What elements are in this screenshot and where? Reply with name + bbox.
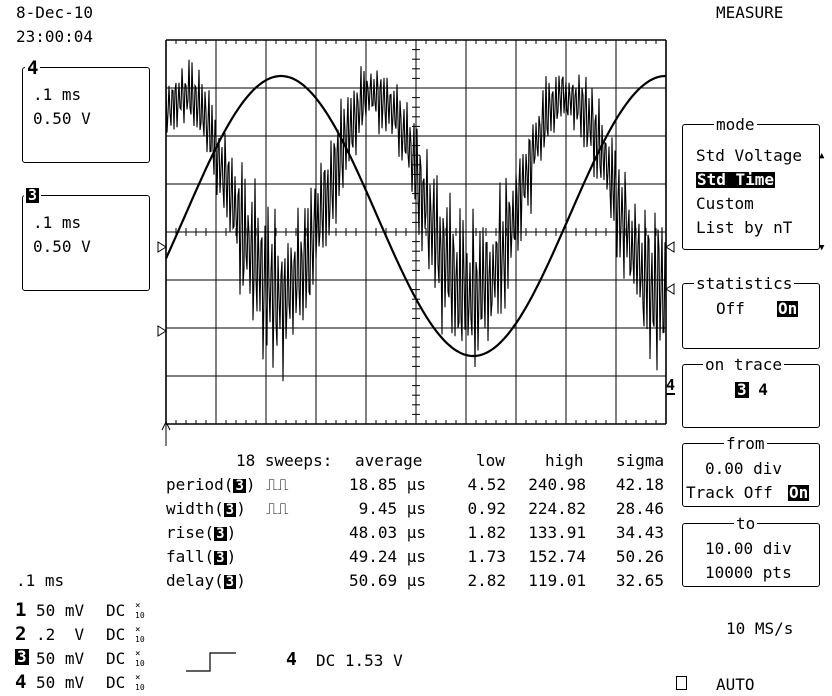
trace-3-volts: 0.50 V bbox=[33, 237, 91, 256]
pulse-train-icon: ⎍⎍ bbox=[266, 499, 289, 518]
mode-title: mode bbox=[714, 115, 757, 134]
timebase-label: .1 ms bbox=[16, 571, 65, 590]
scroll-down-icon[interactable]: ▼ bbox=[819, 243, 825, 253]
to-box[interactable]: 10.00 div 10000 pts bbox=[682, 523, 820, 587]
channel-3-scale: 50 mV bbox=[36, 649, 85, 668]
statistics-off[interactable]: Off bbox=[716, 299, 745, 318]
measurement-low: 4.52 bbox=[467, 475, 506, 494]
measurement-high: 152.74 bbox=[528, 547, 586, 566]
low-header: low bbox=[476, 451, 505, 470]
statistics-on[interactable]: On bbox=[777, 299, 799, 318]
measurement-name: period(3) bbox=[166, 475, 256, 494]
trace-4-waveform bbox=[164, 74, 667, 358]
trace-3-box[interactable]: .1 ms 0.50 V bbox=[22, 195, 150, 291]
to-points: 10000 pts bbox=[705, 563, 792, 582]
channel-1-scale: 50 mV bbox=[36, 601, 85, 620]
trace-4-box[interactable]: .1 ms 0.50 V bbox=[22, 67, 150, 163]
menu-title: MEASURE bbox=[716, 3, 784, 22]
measurement-high: 224.82 bbox=[528, 499, 586, 518]
measurement-name: width(3) bbox=[166, 499, 246, 518]
from-title: from bbox=[724, 434, 767, 453]
channel-1-coupling: DC bbox=[106, 601, 126, 620]
channel-4-scale: 50 mV bbox=[36, 673, 85, 692]
scroll-up-icon[interactable]: ▲ bbox=[819, 151, 825, 161]
trace-4-number: 4 bbox=[25, 57, 41, 79]
measurement-sigma: 42.18 bbox=[615, 475, 664, 494]
time-label: 23:00:04 bbox=[16, 27, 94, 46]
measurement-low: 1.82 bbox=[467, 523, 506, 542]
trigger-level-marker bbox=[161, 420, 171, 446]
graticule bbox=[165, 39, 667, 425]
channel-1-number: 1 bbox=[15, 599, 27, 621]
measurement-average: 48.03 μs bbox=[348, 523, 426, 542]
statistics-box[interactable]: Off On bbox=[682, 283, 820, 349]
trace-4-timebase: .1 ms bbox=[33, 85, 82, 104]
mode-option-list-by-nt[interactable]: List by nT bbox=[696, 218, 793, 237]
measurement-low: 2.82 bbox=[467, 571, 506, 590]
trace-3-waveform bbox=[165, 59, 667, 382]
channel-3-coupling: DC bbox=[106, 649, 126, 668]
sweeps-header: 18 sweeps: bbox=[236, 451, 333, 470]
high-header: high bbox=[545, 451, 584, 470]
trace-3-timebase: .1 ms bbox=[33, 213, 82, 232]
channel-4-probe-icon: × 10 bbox=[135, 673, 145, 692]
measurement-average: 18.85 μs bbox=[348, 475, 426, 494]
trigger-mode[interactable]: AUTO bbox=[716, 675, 755, 694]
measurement-name: delay(3) bbox=[166, 571, 246, 590]
trigger-status-indicator bbox=[676, 676, 687, 690]
rising-edge-icon bbox=[186, 652, 236, 672]
channel-2-probe-icon: × 10 bbox=[135, 625, 145, 644]
measurement-low: 0.92 bbox=[467, 499, 506, 518]
trigger-channel: 4 bbox=[286, 649, 297, 670]
sample-rate: 10 MS/s bbox=[726, 619, 794, 638]
to-value: 10.00 div bbox=[705, 539, 792, 558]
channel-2-scale: .2 V bbox=[36, 625, 85, 644]
channel-2-coupling: DC bbox=[106, 625, 126, 644]
trace-4-volts: 0.50 V bbox=[33, 109, 91, 128]
measurement-high: 240.98 bbox=[528, 475, 586, 494]
measurement-sigma: 50.26 bbox=[615, 547, 664, 566]
mode-box[interactable]: Std Voltage Std Time Custom List by nT bbox=[682, 124, 820, 250]
measurement-low: 1.73 bbox=[467, 547, 506, 566]
on-trace-title: on trace bbox=[703, 355, 785, 374]
measurement-high: 119.01 bbox=[528, 571, 586, 590]
average-header: average bbox=[355, 451, 423, 470]
mode-option-std-voltage[interactable]: Std Voltage bbox=[696, 146, 802, 165]
ground-marker-right bbox=[665, 241, 675, 295]
measurement-sigma: 28.46 bbox=[615, 499, 664, 518]
mode-option-custom[interactable]: Custom bbox=[696, 194, 754, 213]
right-trace-4-marker: 4 bbox=[666, 376, 676, 395]
date-label: 8-Dec-10 bbox=[16, 3, 94, 22]
from-value: 0.00 div bbox=[705, 459, 783, 478]
measurement-average: 50.69 μs bbox=[348, 571, 426, 590]
statistics-title: statistics bbox=[694, 274, 795, 293]
ground-marker-left bbox=[157, 241, 167, 337]
channel-2-number: 2 bbox=[15, 623, 27, 645]
measurement-average: 9.45 μs bbox=[358, 499, 426, 518]
measurement-sigma: 34.43 bbox=[615, 523, 664, 542]
channel-4-number: 4 bbox=[15, 671, 27, 693]
channel-3-number: 3 bbox=[15, 647, 29, 666]
to-title: to bbox=[734, 514, 758, 533]
measurement-name: fall(3) bbox=[166, 547, 237, 566]
pulse-train-icon: ⎍⎍ bbox=[266, 475, 289, 494]
trigger-coupling: DC 1.53 V bbox=[316, 651, 403, 670]
channel-1-probe-icon: × 10 bbox=[135, 601, 145, 620]
from-box[interactable]: 0.00 div Track Off On bbox=[682, 443, 820, 507]
trace-3-number: 3 bbox=[24, 187, 42, 203]
measurement-sigma: 32.65 bbox=[615, 571, 664, 590]
track-off-label[interactable]: Track Off bbox=[686, 483, 773, 502]
sigma-header: sigma bbox=[616, 451, 665, 470]
channel-3-probe-icon: × 10 bbox=[135, 649, 145, 668]
track-on-label[interactable]: On bbox=[788, 483, 810, 502]
waveform-display[interactable] bbox=[150, 36, 676, 446]
measurement-high: 133.91 bbox=[528, 523, 586, 542]
measurement-average: 49.24 μs bbox=[348, 547, 426, 566]
measurement-name: rise(3) bbox=[166, 523, 237, 542]
mode-option-std-time[interactable]: Std Time bbox=[696, 170, 776, 189]
channel-4-coupling: DC bbox=[106, 673, 126, 692]
on-trace-value: 3 4 bbox=[735, 380, 768, 399]
